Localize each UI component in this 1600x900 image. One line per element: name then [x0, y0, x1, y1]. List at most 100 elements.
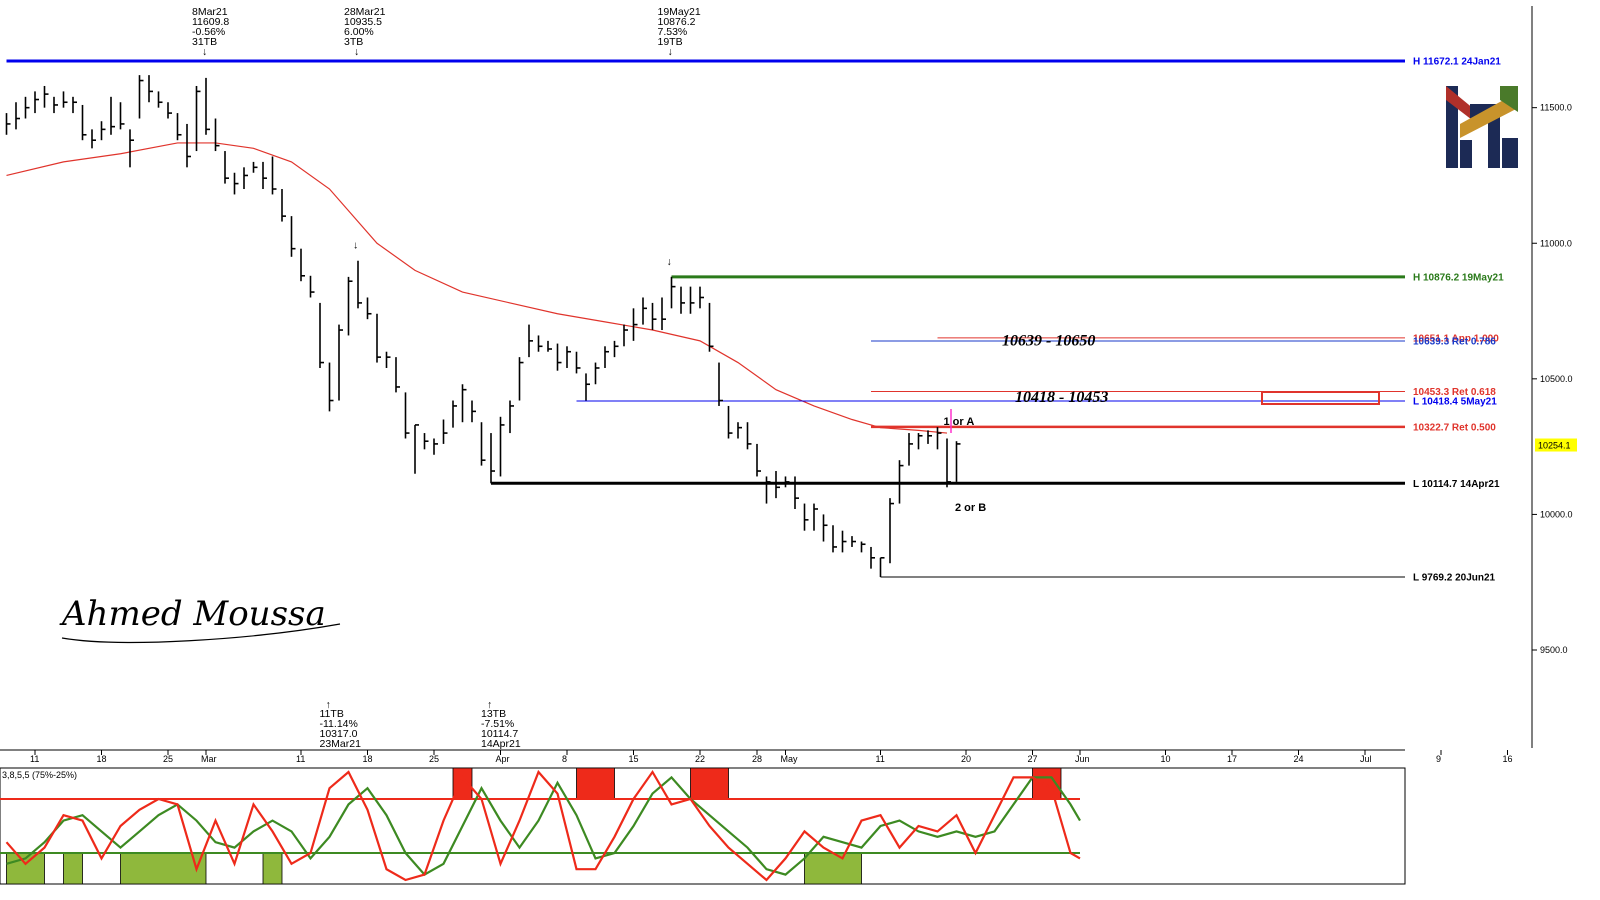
x-tick-label-20: Jul — [1360, 754, 1372, 764]
price-bar — [908, 433, 913, 466]
price-bar — [727, 405, 733, 439]
price-bar — [851, 536, 856, 547]
level-label-5: L 10418.4 5May21 — [1413, 396, 1497, 407]
wave-label-1: 2 or B — [955, 502, 986, 514]
price-bar — [946, 438, 951, 488]
price-bar — [224, 151, 229, 184]
price-bar — [442, 419, 448, 444]
price-bar — [309, 275, 315, 298]
bottom-annotation-1-line-2: 10114.7 — [481, 728, 518, 740]
overbought-region-1 — [576, 767, 615, 800]
x-tick-label-11: 28 — [752, 754, 762, 764]
level-label-2: 10651.1 App 1.000 — [1413, 333, 1499, 344]
level-label-0: H 11672.1 24Jan21 — [1413, 57, 1501, 68]
level-label-1: H 10876.2 19May21 — [1413, 272, 1504, 283]
price-bar — [575, 351, 581, 374]
y-tick-label-4: 9500.0 — [1540, 645, 1568, 655]
brand-logo — [1446, 86, 1518, 168]
price-bar — [157, 91, 163, 108]
top-annotation-1-line-3: 3TB — [344, 36, 363, 48]
x-tick-label-18: 17 — [1227, 754, 1237, 764]
x-tick-label-8: 8 — [562, 754, 567, 764]
signature-flourish — [61, 623, 341, 644]
bottom-annotation-1-line-1: -7.51% — [481, 718, 514, 730]
price-bar — [917, 433, 923, 450]
price-bar — [699, 286, 704, 309]
price-bar — [680, 286, 685, 314]
axes-layer: 11500.0 11000.0 10500.0 10000.0 9500.0 10254.… — [0, 6, 1577, 764]
price-bar — [642, 297, 647, 325]
price-bar — [936, 427, 942, 450]
price-bar — [328, 362, 334, 412]
price-bar — [91, 129, 96, 149]
signature: Ahmed Moussa — [59, 594, 326, 634]
price-bar — [81, 104, 87, 141]
price-bar — [5, 113, 11, 135]
price-bar — [338, 324, 343, 401]
price-bar — [300, 248, 305, 282]
price-bar — [927, 430, 932, 444]
level-label-7: L 10114.7 14Apr21 — [1413, 479, 1500, 490]
price-bar — [452, 400, 457, 428]
price-bar — [632, 308, 638, 341]
price-bar — [718, 362, 723, 406]
price-bar — [604, 346, 609, 368]
x-tick-label-16: Jun — [1075, 754, 1090, 764]
price-bar — [366, 297, 372, 320]
price-bar — [623, 324, 628, 347]
x-tick-label-12: May — [781, 754, 799, 764]
price-bar — [385, 351, 391, 368]
bottom-annotation-0-line-0: 11TB — [320, 708, 344, 720]
top-annotation-2-line-1: 10876.2 — [658, 16, 696, 28]
x-tick-label-22: 16 — [1503, 754, 1513, 764]
oversold-region-3 — [262, 852, 283, 885]
price-bar — [281, 189, 286, 222]
price-bar — [319, 302, 324, 368]
y-tick-label-0: 11500.0 — [1540, 103, 1572, 113]
x-tick-label-4: 11 — [296, 754, 305, 764]
top-annotation-0-line-3: 31TB — [192, 36, 217, 48]
price-bar — [262, 161, 267, 190]
oscillator-panel: 3,8,5,5 (75%-25%) — [0, 767, 1406, 885]
zone-label-0: 10639 - 10650 — [1002, 333, 1095, 350]
price-bar — [898, 460, 904, 504]
price-bar — [889, 498, 894, 564]
top-annotation-arrow-2: ↓ — [668, 46, 673, 58]
price-bar — [15, 102, 20, 130]
bottom-annotation-0-line-3: 23Mar21 — [320, 738, 362, 750]
top-annotation-1-line-0: 28Mar21 — [344, 6, 386, 18]
top-annotation-1-line-2: 6.00% — [344, 26, 374, 38]
bottom-annotation-1-line-3: 14Apr21 — [481, 738, 521, 750]
price-bar — [737, 422, 742, 439]
price-bar — [347, 276, 353, 336]
x-tick-label-17: 10 — [1161, 754, 1171, 764]
y-tick-label-3: 10000.0 — [1540, 509, 1573, 519]
price-bar — [110, 96, 115, 135]
price-bar — [119, 102, 125, 130]
x-tick-label-7: Apr — [496, 754, 510, 764]
price-bar — [167, 102, 172, 119]
price-bar — [433, 438, 438, 455]
top-annotation-2-line-0: 19May21 — [658, 6, 701, 18]
oversold-region-2 — [120, 852, 207, 885]
x-tick-label-19: 24 — [1294, 754, 1304, 764]
oversold-region-4 — [804, 852, 862, 885]
x-tick-label-9: 15 — [629, 754, 639, 764]
x-tick-label-5: 18 — [363, 754, 373, 764]
price-bar — [72, 96, 77, 114]
price-bar — [528, 324, 533, 358]
price-bar — [414, 424, 419, 474]
price-bar — [148, 75, 153, 103]
bottom-annotation-arrow-0: ↑ — [326, 699, 331, 711]
top-annotation-0-line-0: 8Mar21 — [192, 6, 228, 18]
price-bar — [585, 373, 590, 401]
wave-label-0: 1 or A — [944, 416, 975, 428]
price-bar — [471, 400, 476, 423]
price-bar — [24, 96, 30, 119]
price-bar — [765, 476, 771, 504]
price-bar — [461, 384, 467, 423]
price-bar — [594, 362, 600, 385]
current-price-label: 10254.1 — [1538, 441, 1571, 451]
level-label-3: 10639.3 Ret 0.786 — [1413, 337, 1496, 348]
moving-average-line — [6, 142, 948, 434]
